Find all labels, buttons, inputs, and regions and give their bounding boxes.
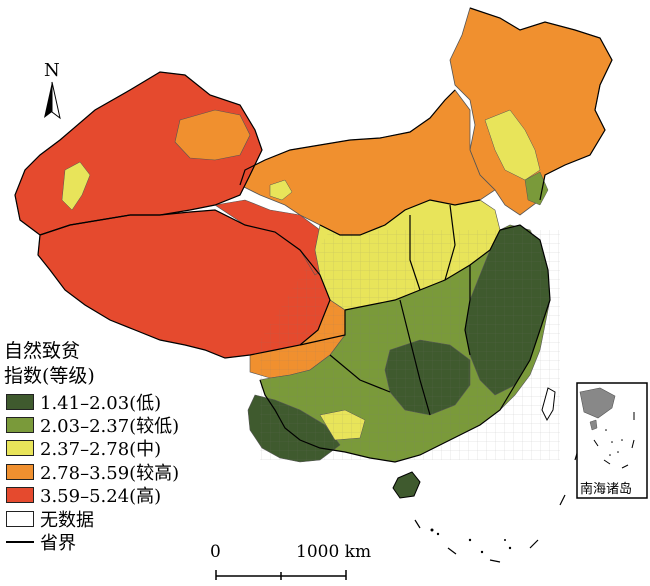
region-yellow-xinjiang [61, 161, 91, 211]
scale-bar [215, 570, 347, 580]
north-arrow-icon [44, 81, 61, 120]
taiwan-island [541, 387, 556, 422]
county-boundaries [260, 230, 560, 460]
scale-start-label: 0 [210, 542, 221, 562]
region-green-liaoning [524, 171, 549, 206]
hainan-island [392, 471, 421, 499]
legend-item-lower: 2.03–2.37(较低) [2, 413, 232, 438]
region-yellow-northeast [484, 109, 541, 181]
legend-swatch [6, 417, 34, 434]
scale-end-label: 1000 km [296, 542, 372, 562]
nine-dash-marks [414, 449, 579, 563]
legend-item-label: 1.41–2.03(低) [40, 392, 162, 414]
legend-no-data-label: 无数据 [40, 509, 94, 531]
province-boundaries [14, 7, 613, 463]
legend-item-boundary: 省界 [2, 530, 232, 555]
legend-item-medium: 2.37–2.78(中) [2, 437, 232, 460]
inset-content [579, 387, 635, 469]
region-xinjiang-north-orange [174, 109, 251, 161]
inset-label: 南海诸岛 [580, 482, 633, 497]
legend-swatch [6, 393, 34, 410]
legend-item-higher: 2.78–3.59(较高) [2, 460, 232, 484]
legend-item-high: 3.59–5.24(高) [2, 484, 232, 507]
legend-title-line2: 指数(等级) [4, 365, 95, 387]
legend-item-low: 1.41–2.03(低) [2, 390, 232, 414]
legend-swatch-no-data [6, 510, 34, 527]
south-sea-islands [430, 528, 512, 554]
region-yellow-hexi [269, 179, 293, 201]
north-label: N [44, 60, 60, 81]
legend-boundary-line [6, 541, 34, 544]
legend-swatch [6, 440, 34, 457]
legend-item-label: 2.37–2.78(中) [40, 439, 162, 461]
legend-item-label: 3.59–5.24(高) [40, 486, 162, 508]
legend-boundary-label: 省界 [40, 533, 76, 555]
legend: 自然致贫 指数(等级) 1.41–2.03(低) 2.03–2.37(较低) 2… [2, 340, 232, 554]
legend-item-no-data: 无数据 [2, 507, 232, 531]
legend-swatch [6, 463, 34, 480]
legend-item-label: 2.03–2.37(较低) [40, 416, 180, 438]
legend-swatch [6, 487, 34, 504]
legend-title-line1: 自然致贫 [4, 340, 81, 362]
legend-item-label: 2.78–3.59(较高) [40, 462, 180, 484]
